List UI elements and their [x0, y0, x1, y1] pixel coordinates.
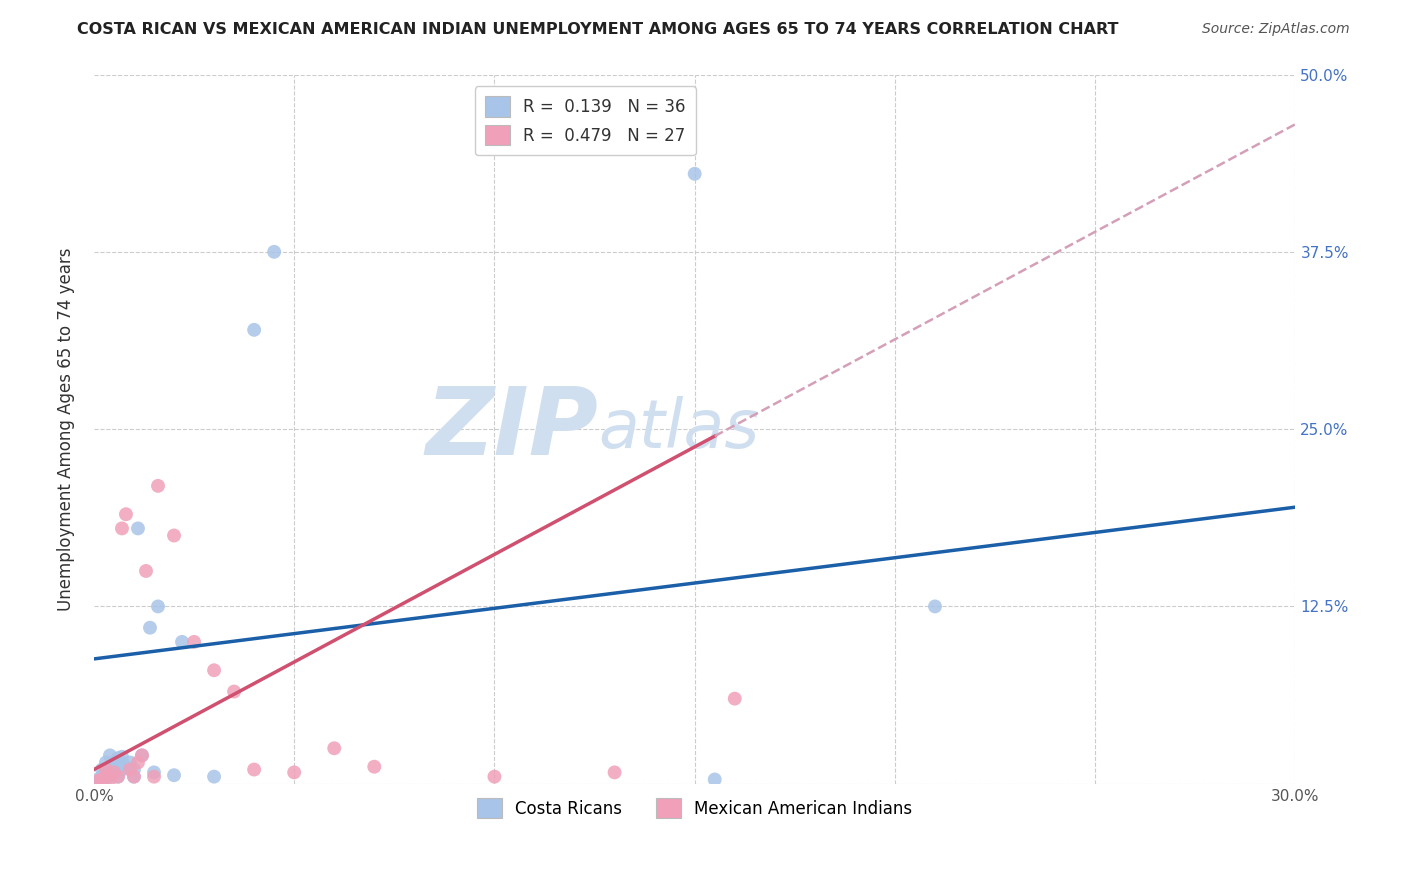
Point: [283, 765, 305, 780]
Legend: Costa Ricans, Mexican American Indians: Costa Ricans, Mexican American Indians: [471, 791, 920, 825]
Point: [91, 771, 114, 785]
Point: [87, 775, 110, 789]
Point: [94, 763, 117, 777]
Point: [724, 691, 747, 706]
Point: [91, 773, 114, 788]
Point: [111, 749, 134, 764]
Point: [146, 599, 169, 614]
Point: [94, 763, 117, 777]
Point: [131, 748, 153, 763]
Point: [163, 528, 186, 542]
Point: [703, 772, 725, 787]
Point: [115, 507, 138, 521]
Point: [122, 770, 145, 784]
Point: [87, 773, 110, 788]
Point: [87, 773, 110, 788]
Point: [202, 770, 225, 784]
Point: [183, 635, 205, 649]
Point: [118, 756, 141, 770]
Point: [107, 751, 129, 765]
Point: [139, 621, 162, 635]
Point: [170, 635, 193, 649]
Point: [98, 770, 121, 784]
Point: [122, 763, 145, 777]
Point: [118, 763, 141, 777]
Text: ZIP: ZIP: [426, 384, 599, 475]
Point: [163, 768, 186, 782]
Point: [98, 748, 121, 763]
Point: [94, 770, 117, 784]
Point: [115, 760, 138, 774]
Y-axis label: Unemployment Among Ages 65 to 74 years: Unemployment Among Ages 65 to 74 years: [58, 247, 75, 611]
Point: [202, 663, 225, 677]
Point: [94, 765, 117, 780]
Point: [224, 684, 246, 698]
Point: [263, 244, 285, 259]
Point: [243, 323, 266, 337]
Point: [143, 770, 166, 784]
Point: [91, 763, 114, 777]
Point: [127, 521, 149, 535]
Point: [146, 479, 169, 493]
Point: [107, 770, 129, 784]
Text: Source: ZipAtlas.com: Source: ZipAtlas.com: [1202, 22, 1350, 37]
Point: [103, 756, 125, 770]
Point: [98, 772, 121, 787]
Point: [91, 770, 114, 784]
Point: [103, 765, 125, 780]
Point: [243, 763, 266, 777]
Point: [683, 167, 706, 181]
Text: COSTA RICAN VS MEXICAN AMERICAN INDIAN UNEMPLOYMENT AMONG AGES 65 TO 74 YEARS CO: COSTA RICAN VS MEXICAN AMERICAN INDIAN U…: [77, 22, 1119, 37]
Point: [111, 521, 134, 535]
Point: [111, 763, 134, 777]
Text: atlas: atlas: [599, 396, 759, 462]
Point: [323, 741, 346, 756]
Point: [87, 772, 110, 787]
Point: [363, 760, 385, 774]
Point: [103, 763, 125, 777]
Point: [107, 770, 129, 784]
Point: [135, 564, 157, 578]
Point: [122, 770, 145, 784]
Point: [143, 765, 166, 780]
Point: [94, 756, 117, 770]
Point: [91, 772, 114, 787]
Point: [131, 748, 153, 763]
Point: [484, 770, 506, 784]
Point: [94, 771, 117, 785]
Point: [924, 599, 946, 614]
Point: [603, 765, 626, 780]
Point: [127, 756, 149, 770]
